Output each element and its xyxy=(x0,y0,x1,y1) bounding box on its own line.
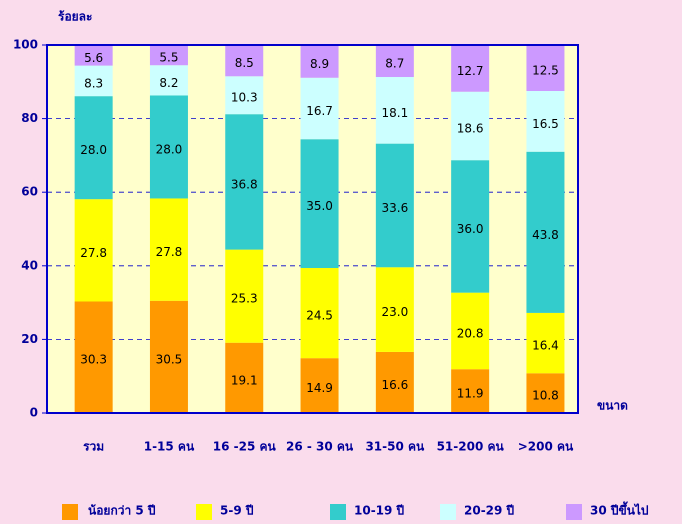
y-axis-label: ร้อยละ xyxy=(58,10,92,24)
data-label: 10.3 xyxy=(231,91,258,105)
bar-segment xyxy=(74,65,113,97)
data-label: 16.7 xyxy=(306,104,333,118)
legend-label: 30 ปีขึ้นไป xyxy=(590,501,649,518)
bar-segment xyxy=(375,77,414,144)
bar-segment xyxy=(526,45,565,91)
data-label: 11.9 xyxy=(457,387,484,401)
data-label: 8.5 xyxy=(235,56,254,70)
legend-label: 5-9 ปี xyxy=(220,504,254,518)
data-label: 18.6 xyxy=(457,121,484,135)
x-tick-label: 51-200 คน xyxy=(437,440,505,454)
data-label: 16.4 xyxy=(532,339,559,353)
bar-segment xyxy=(451,91,490,161)
bar-segment xyxy=(74,301,113,413)
data-label: 30.3 xyxy=(80,353,107,367)
bar-segment xyxy=(375,267,414,352)
bar-segment xyxy=(300,268,339,359)
x-tick-label: 31-50 คน xyxy=(365,440,425,454)
data-label: 18.1 xyxy=(381,106,408,120)
legend-label: น้อยกว่า 5 ปี xyxy=(88,504,156,518)
bar-segment xyxy=(225,249,264,343)
data-label: 28.0 xyxy=(156,142,183,156)
bar-segment xyxy=(149,45,188,66)
bar-segment xyxy=(74,199,113,302)
y-tick-label: 0 xyxy=(30,406,38,420)
bar-segment xyxy=(149,300,188,413)
legend-label: 20-29 ปี xyxy=(464,504,515,518)
bar-segment xyxy=(149,198,188,301)
legend-swatch xyxy=(566,504,582,520)
bar-segment xyxy=(451,369,490,413)
data-label: 16.5 xyxy=(532,117,559,131)
plot-border xyxy=(46,44,579,414)
data-label: 20.8 xyxy=(457,326,484,340)
y-tick-label: 100 xyxy=(13,38,38,52)
bar-segment xyxy=(74,45,113,66)
x-tick-label: 26 - 30 คน xyxy=(286,440,354,454)
data-label: 24.5 xyxy=(306,309,333,323)
data-label: 25.3 xyxy=(231,292,258,306)
data-label: 19.1 xyxy=(231,373,258,387)
bar-segment xyxy=(300,358,339,413)
data-label: 27.8 xyxy=(156,245,183,259)
bar-segment xyxy=(451,160,490,293)
bar-segment xyxy=(225,114,264,250)
data-label: 36.0 xyxy=(457,222,484,236)
data-label: 5.6 xyxy=(84,51,103,65)
legend-swatch xyxy=(196,504,212,520)
x-tick-label: 1-15 คน xyxy=(144,440,195,454)
data-label: 28.0 xyxy=(80,143,107,157)
data-label: 8.9 xyxy=(310,57,329,71)
x-tick-label: 16 -25 คน xyxy=(213,440,277,454)
data-label: 10.8 xyxy=(532,389,559,403)
bar-segment xyxy=(300,139,339,269)
legend-swatch xyxy=(330,504,346,520)
y-tick-label: 80 xyxy=(21,111,38,125)
bar-segment xyxy=(225,45,264,77)
x-tick-label: >200 คน xyxy=(518,440,574,454)
data-label: 8.2 xyxy=(159,76,178,90)
data-label: 43.8 xyxy=(532,228,559,242)
data-label: 14.9 xyxy=(306,381,333,395)
bar-segment xyxy=(300,77,339,140)
data-label: 8.7 xyxy=(385,57,404,71)
bar-segment xyxy=(149,65,188,96)
x-axis-label: ขนาด xyxy=(597,399,628,413)
y-tick-label: 40 xyxy=(21,258,38,272)
bar-segment xyxy=(375,351,414,413)
bar-segment xyxy=(149,95,188,199)
data-label: 23.0 xyxy=(381,305,408,319)
legend-label: 10-19 ปี xyxy=(354,504,405,518)
bar-segment xyxy=(225,76,264,115)
legend-swatch xyxy=(440,504,456,520)
data-label: 5.5 xyxy=(159,51,178,65)
bar-segment xyxy=(451,45,490,92)
data-label: 12.5 xyxy=(532,64,559,78)
data-label: 30.5 xyxy=(156,352,183,366)
data-label: 8.3 xyxy=(84,76,103,90)
bar-segment xyxy=(375,45,414,78)
bar-segment xyxy=(74,96,113,200)
bar-segment xyxy=(526,151,565,313)
legend-swatch xyxy=(62,504,78,520)
bar-segment xyxy=(526,373,565,413)
bar-segment xyxy=(451,292,490,370)
bar-segment xyxy=(375,143,414,268)
data-label: 33.6 xyxy=(381,201,408,215)
data-label: 35.0 xyxy=(306,199,333,213)
bar-segment xyxy=(300,45,339,78)
data-label: 12.7 xyxy=(457,64,484,78)
data-label: 36.8 xyxy=(231,177,258,191)
data-label: 16.6 xyxy=(381,378,408,392)
bar-segment xyxy=(526,312,565,374)
x-tick-label: รวม xyxy=(83,440,104,454)
bar-segment xyxy=(225,342,264,413)
bar-segment xyxy=(526,91,565,152)
y-tick-label: 60 xyxy=(21,185,38,199)
data-label: 27.8 xyxy=(80,246,107,260)
y-tick-label: 20 xyxy=(21,332,38,346)
